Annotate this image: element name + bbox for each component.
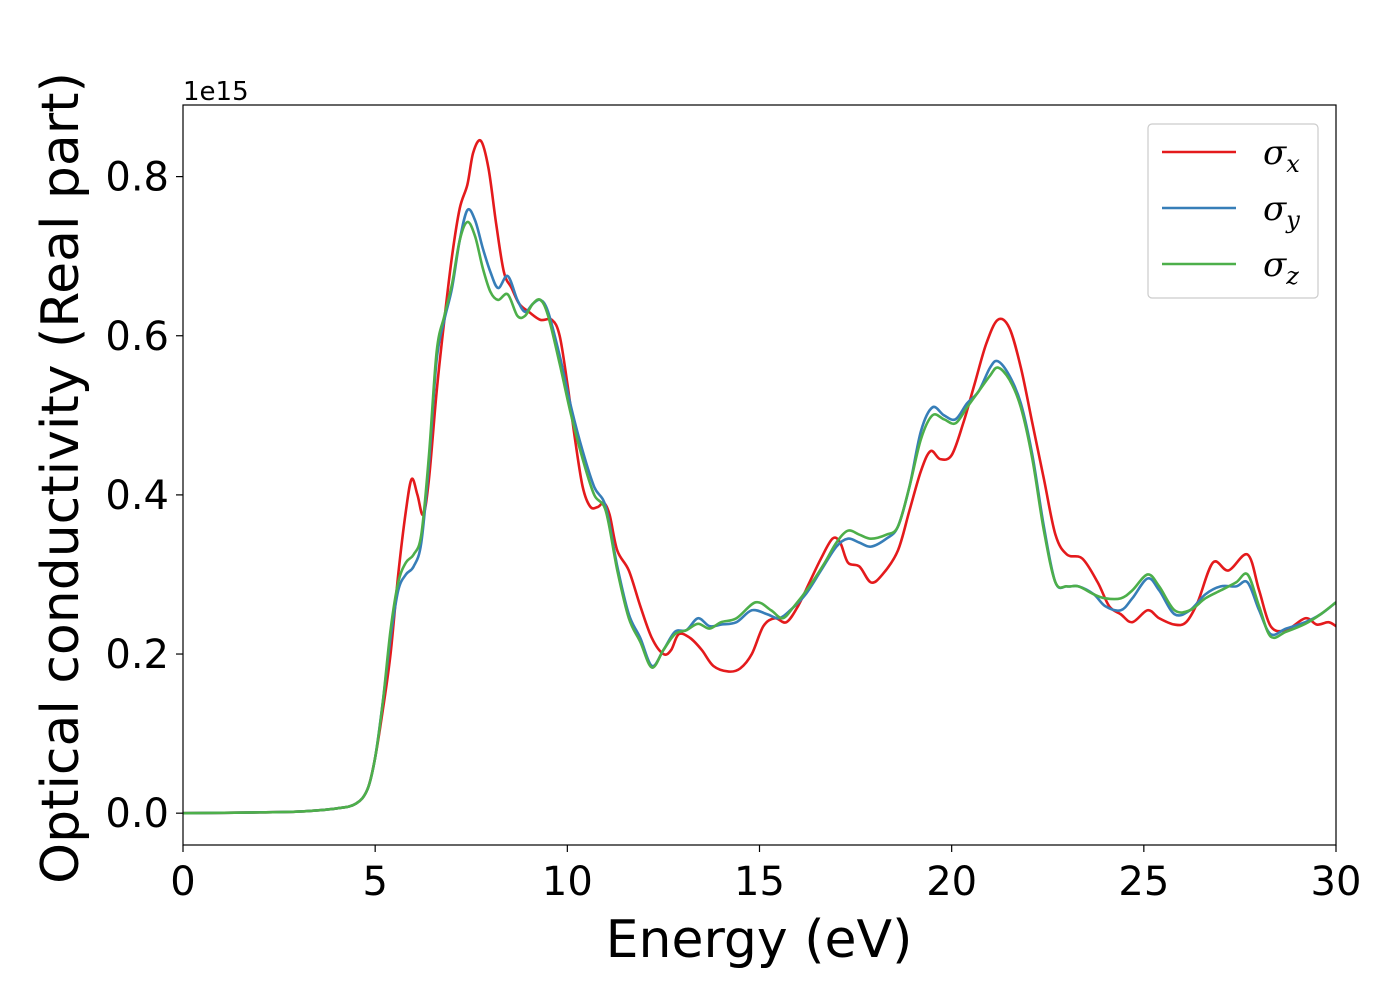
legend-label-z: σz xyxy=(1263,245,1299,290)
y-axis-ticks: 0.0 0.2 0.4 0.6 0.8 xyxy=(105,155,183,837)
legend-label-x: σx xyxy=(1263,133,1300,178)
x-tick-label: 30 xyxy=(1311,859,1362,905)
y-tick-label: 0.6 xyxy=(105,314,169,360)
y-offset-label: 1e15 xyxy=(183,77,249,107)
y-tick-label: 0.0 xyxy=(105,791,169,837)
x-tick-label: 0 xyxy=(170,859,195,905)
x-tick-label: 25 xyxy=(1118,859,1169,905)
series-lines xyxy=(183,138,1336,815)
y-tick-label: 0.4 xyxy=(105,473,169,519)
legend-label-y: σy xyxy=(1263,189,1300,234)
y-tick-label: 0.8 xyxy=(105,155,169,201)
x-axis-label: Energy (eV) xyxy=(606,910,913,970)
series-line-z xyxy=(183,220,1336,815)
x-axis-ticks: 0 5 10 15 20 25 30 xyxy=(170,845,1361,905)
x-tick-label: 10 xyxy=(542,859,593,905)
legend-box xyxy=(1147,123,1319,299)
series-line-y xyxy=(183,207,1336,815)
x-tick-label: 15 xyxy=(734,859,785,905)
legend: σx σy σz xyxy=(1147,123,1319,299)
x-tick-label: 20 xyxy=(926,859,977,905)
x-tick-label: 5 xyxy=(362,859,387,905)
y-tick-label: 0.2 xyxy=(105,632,169,678)
y-axis-label: Optical conductivity (Real part) xyxy=(31,72,91,884)
